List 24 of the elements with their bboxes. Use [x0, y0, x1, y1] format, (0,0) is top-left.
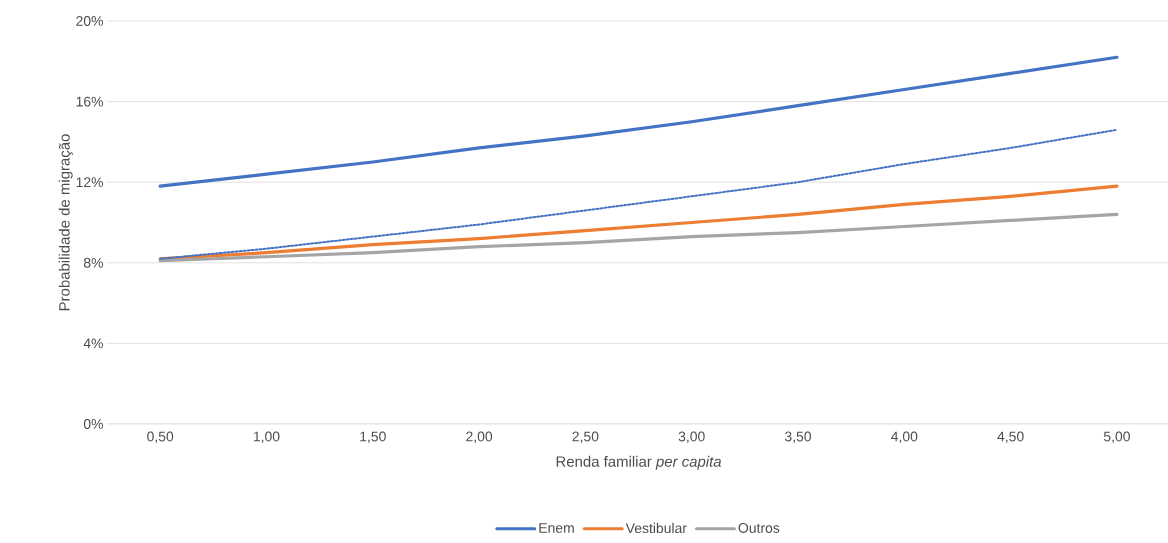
x-axis-title: Renda familiar per capita	[556, 455, 722, 470]
x-tick-label: 4,50	[997, 431, 1024, 444]
x-tick-label: 5,00	[1103, 431, 1130, 444]
line-series	[158, 212, 1119, 263]
x-tick-label: 1,50	[360, 431, 386, 444]
x-tick-label: 1,00	[253, 431, 280, 444]
legend-label: Outros	[738, 523, 780, 533]
x-tick-label: 4,00	[891, 431, 918, 444]
y-tick-label: 16%	[76, 96, 103, 107]
y-axis-title: Probabilidade de migração	[58, 134, 73, 311]
y-tick-label: 8%	[83, 257, 103, 268]
x-tick-label: 2,50	[572, 431, 599, 444]
y-tick-label: 20%	[76, 16, 103, 26]
x-tick-label: 3,00	[678, 431, 705, 444]
y-tick-label: 0%	[83, 419, 103, 429]
y-tick-label: 12%	[76, 177, 103, 188]
legend-label: Enem	[539, 523, 574, 533]
line-series	[158, 55, 1119, 188]
x-tick-label: 2,00	[466, 431, 493, 444]
line-series	[158, 184, 1119, 261]
x-tick-label: 0,50	[147, 431, 174, 444]
x-tick-label: 3,50	[784, 431, 812, 444]
legend-label: Vestibular	[625, 522, 687, 534]
y-tick-label: 4%	[83, 338, 103, 349]
